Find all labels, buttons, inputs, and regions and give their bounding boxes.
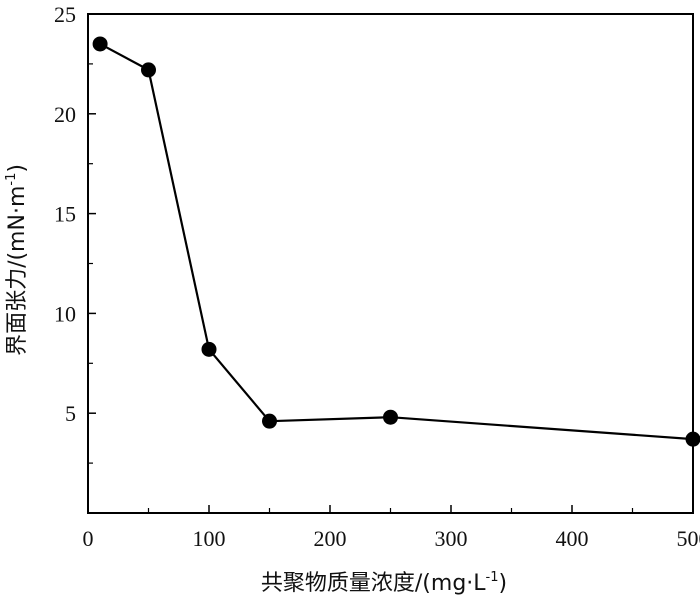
y-tick-label: 10 — [54, 301, 76, 326]
series-line — [99, 42, 694, 441]
ticks: 0 100 200 300 400 500 5 10 15 20 25 — [54, 2, 700, 551]
x-tick-label: 500 — [677, 526, 700, 551]
axes — [87, 13, 694, 514]
y-axis-title: 界面张力/(mN·m-1) — [4, 164, 30, 356]
data-point — [262, 413, 277, 429]
y-tick-label: 15 — [54, 202, 76, 227]
data-point — [92, 36, 108, 52]
data-point — [685, 431, 700, 447]
x-tick-label: 400 — [556, 526, 589, 551]
y-tick-label: 5 — [65, 401, 76, 426]
data-point — [383, 409, 398, 425]
data-point — [201, 341, 217, 357]
plot-frame — [87, 13, 694, 514]
x-tick-label: 0 — [83, 526, 94, 551]
x-tick-label: 300 — [435, 526, 468, 551]
x-tick-label: 100 — [193, 526, 226, 551]
data-point — [141, 62, 156, 78]
x-axis-title: 共聚物质量浓度/(mg·L-1) — [261, 570, 507, 596]
y-tick-label: 20 — [54, 102, 76, 127]
x-tick-label: 200 — [314, 526, 347, 551]
y-tick-label: 25 — [54, 2, 76, 27]
series-layer — [92, 36, 700, 447]
